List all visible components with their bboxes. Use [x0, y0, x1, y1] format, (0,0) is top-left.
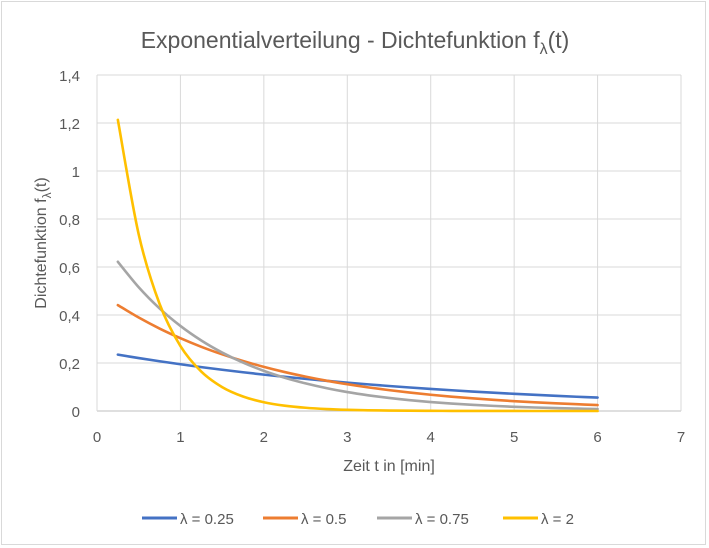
y-tick-label: 0,2	[59, 356, 80, 373]
y-tick-label: 1	[72, 164, 80, 181]
series-line-2	[116, 118, 599, 413]
y-tick-label: 1,4	[59, 68, 80, 85]
chart-title: Exponentialverteilung - Dichtefunktion f…	[141, 27, 570, 58]
legend-label: λ = 0.5	[301, 511, 346, 528]
y-tick-label: 0,4	[59, 308, 80, 325]
x-tick-label: 7	[677, 429, 685, 446]
series-line-0.5	[116, 303, 599, 407]
x-axis-label: Zeit t in [min]	[343, 458, 435, 475]
y-tick-label: 0,6	[59, 260, 80, 277]
legend-label: λ = 0.25	[180, 511, 234, 528]
x-tick-label: 5	[510, 429, 518, 446]
legend-label: λ = 0.75	[415, 511, 469, 528]
series-line-0.75	[116, 260, 599, 411]
y-tick-label: 0	[72, 404, 80, 421]
legend-label: λ = 2	[541, 511, 574, 528]
legend: λ = 0.25 λ = 0.5 λ = 0.75 λ = 2	[142, 511, 574, 528]
x-tick-label: 4	[427, 429, 435, 446]
x-tick-label: 6	[593, 429, 601, 446]
y-tick-label: 0,8	[59, 212, 80, 229]
series-line-0.25	[116, 353, 599, 399]
x-tick-label: 0	[93, 429, 101, 446]
x-tick-label: 3	[343, 429, 351, 446]
x-tick-label: 2	[260, 429, 268, 446]
y-axis-label: Dichtefunktion fλ(t)	[33, 177, 54, 308]
y-tick-label: 1,2	[59, 116, 80, 133]
x-tick-label: 1	[176, 429, 184, 446]
